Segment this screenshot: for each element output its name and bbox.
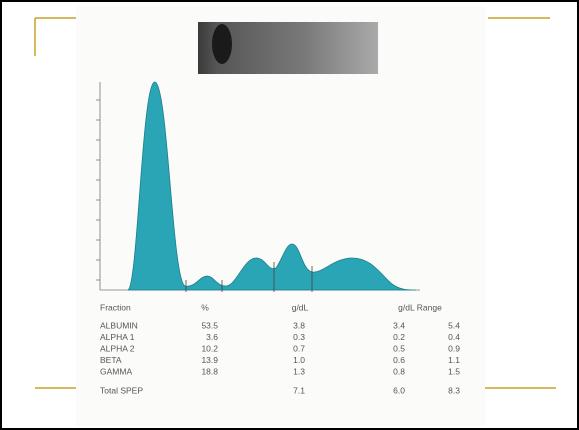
table-cell: 0.5 <box>393 343 405 353</box>
total-cell: 7.1 <box>293 385 305 395</box>
column-header: % <box>201 302 209 312</box>
table-cell: ALBUMIN <box>100 320 138 330</box>
total-cell: 8.3 <box>448 385 460 395</box>
table-cell: 0.4 <box>448 332 460 342</box>
table-cell: 0.3 <box>293 332 305 342</box>
table-cell: 3.6 <box>206 332 218 342</box>
table-cell: 13.9 <box>201 355 218 365</box>
table-cell: 10.2 <box>201 343 218 353</box>
table-cell: 3.4 <box>393 320 405 330</box>
table-cell: 0.9 <box>448 343 460 353</box>
table-cell: BETA <box>100 355 122 365</box>
table-cell: 1.0 <box>293 355 305 365</box>
slide: Fraction% g/dL g/dL Range ALBUMIN 53.5 3.8 3.4… <box>0 0 579 430</box>
table-cell: 53.5 <box>201 320 218 330</box>
table-cell: GAMMA <box>100 366 132 376</box>
gel-band <box>212 24 232 64</box>
total-cell: 6.0 <box>393 385 405 395</box>
table-cell: 18.8 <box>201 366 218 376</box>
column-header: g/dL <box>292 302 309 312</box>
column-header: Fraction <box>100 302 131 312</box>
table-cell: 3.8 <box>293 320 305 330</box>
total-cell: Total SPEP <box>100 385 143 395</box>
table-cell: 0.8 <box>393 366 405 376</box>
table-cell: 0.7 <box>293 343 305 353</box>
table-cell: 1.1 <box>448 355 460 365</box>
table-cell: 1.3 <box>293 366 305 376</box>
table-cell: 1.5 <box>448 366 460 376</box>
table-cell: 0.6 <box>393 355 405 365</box>
table-cell: 5.4 <box>448 320 460 330</box>
column-header: g/dL Range <box>398 302 442 312</box>
table-cell: ALPHA 1 <box>100 332 135 342</box>
table-cell: ALPHA 2 <box>100 343 135 353</box>
table-cell: 0.2 <box>393 332 405 342</box>
